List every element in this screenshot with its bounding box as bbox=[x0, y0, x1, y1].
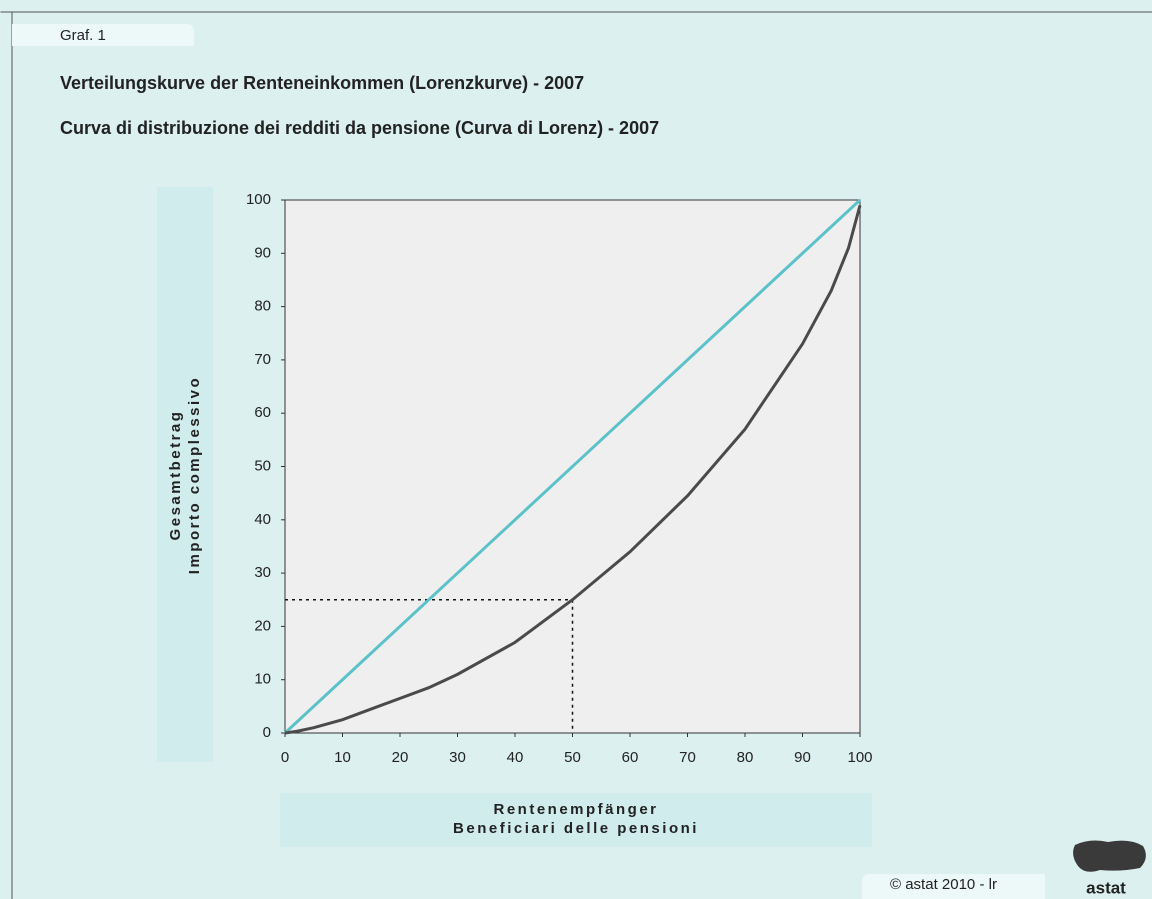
y-tick-label: 60 bbox=[254, 404, 271, 421]
y-tick-label: 10 bbox=[254, 671, 271, 688]
y-tick-label: 70 bbox=[254, 351, 271, 368]
x-tick-label: 10 bbox=[334, 749, 351, 766]
y-tick-label: 20 bbox=[254, 617, 271, 634]
y-label: Gesamtbetrag Importo complessivo bbox=[167, 376, 203, 574]
x-tick-label: 100 bbox=[847, 749, 872, 766]
y-tick-label: 50 bbox=[254, 457, 271, 474]
x-tick-label: 60 bbox=[622, 749, 639, 766]
x-tick-label: 80 bbox=[737, 749, 754, 766]
y-label-line: Gesamtbetrag bbox=[167, 410, 184, 541]
chart-subtitle: Curva di distribuzione dei redditi da pe… bbox=[60, 118, 659, 138]
x-label-box bbox=[280, 793, 872, 847]
label-tab bbox=[12, 24, 194, 46]
x-tick-label: 20 bbox=[392, 749, 409, 766]
logo-shape bbox=[1073, 840, 1146, 872]
chart-label: Graf. 1 bbox=[60, 27, 106, 44]
x-tick-label: 0 bbox=[281, 749, 289, 766]
y-tick-label: 30 bbox=[254, 564, 271, 581]
x-label-line: Rentenempfänger bbox=[493, 801, 658, 818]
copyright: © astat 2010 - lr bbox=[890, 876, 997, 893]
x-tick-label: 30 bbox=[449, 749, 466, 766]
y-label-line: Importo complessivo bbox=[186, 376, 203, 574]
line bbox=[283, 198, 862, 735]
y-tick-label: 40 bbox=[254, 511, 271, 528]
x-tick-label: 50 bbox=[564, 749, 581, 766]
x-label-line: Beneficiari delle pensioni bbox=[453, 820, 699, 837]
y-tick-label: 0 bbox=[263, 724, 271, 741]
x-tick-label: 40 bbox=[507, 749, 524, 766]
y-tick-label: 90 bbox=[254, 244, 271, 261]
logo: astat bbox=[1086, 878, 1126, 897]
chart-title: Verteilungskurve der Renteneinkommen (Lo… bbox=[60, 73, 584, 93]
y-label-box bbox=[157, 187, 213, 762]
x-tick-label: 90 bbox=[794, 749, 811, 766]
y-tick-label: 100 bbox=[246, 191, 271, 208]
line bbox=[284, 204, 862, 735]
y-tick-label: 80 bbox=[254, 298, 271, 315]
x-tick-label: 70 bbox=[679, 749, 696, 766]
copyright-box bbox=[862, 874, 1045, 899]
